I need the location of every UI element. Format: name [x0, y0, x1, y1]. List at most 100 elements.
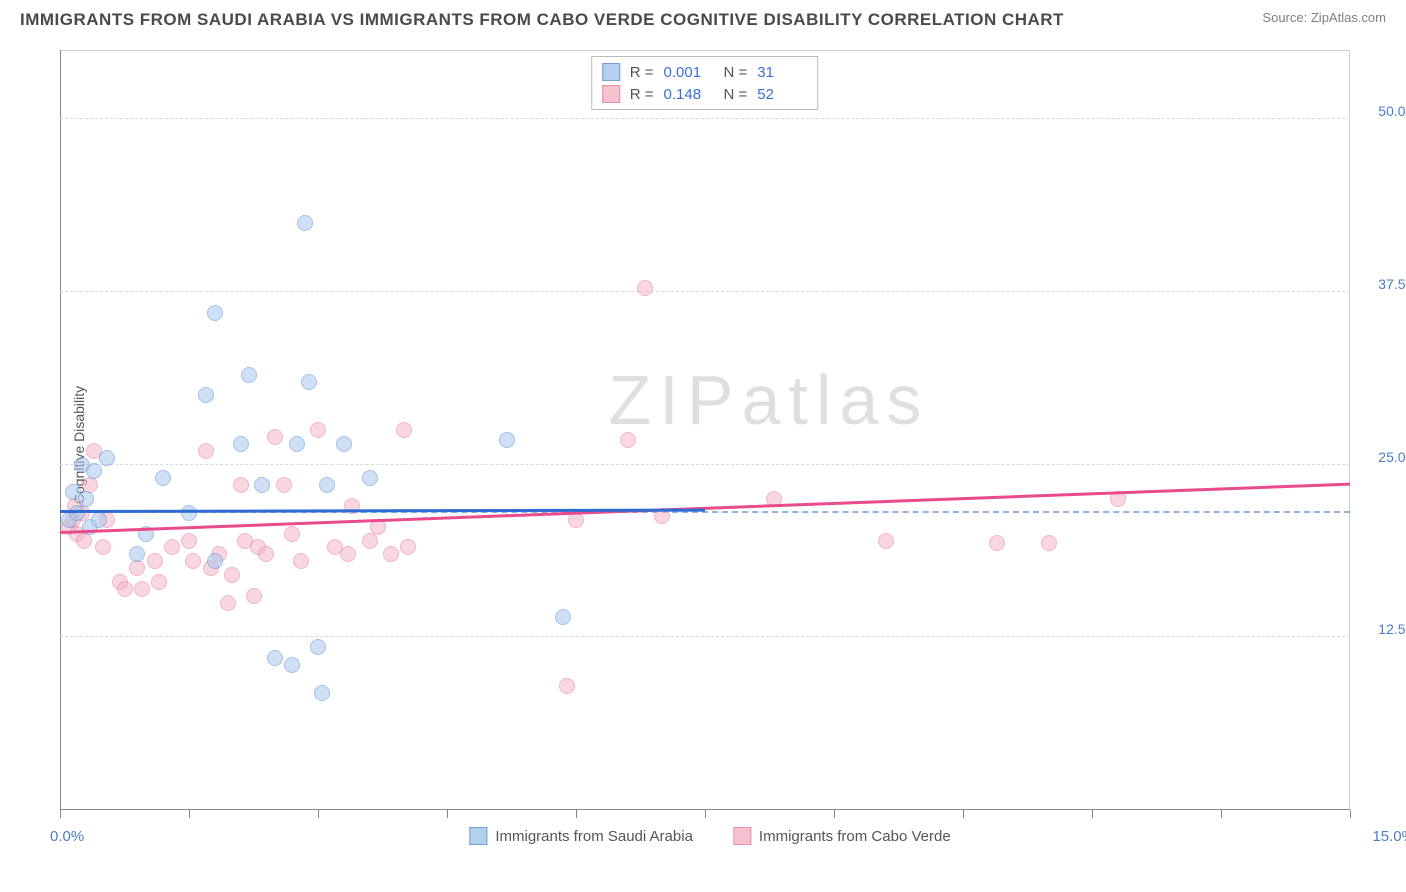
data-point [620, 432, 636, 448]
data-point [336, 436, 352, 452]
data-point [246, 588, 262, 604]
gridline-h [60, 118, 1350, 119]
x-tick [447, 810, 448, 818]
data-point [78, 491, 94, 507]
x-tick [318, 810, 319, 818]
source-label: Source: [1262, 10, 1307, 25]
watermark: ZIPatlas [609, 360, 930, 440]
data-point [293, 553, 309, 569]
data-point [301, 374, 317, 390]
watermark-bold: ZIP [609, 361, 742, 439]
x-tick [834, 810, 835, 818]
x-axis-max-label: 15.0% [1372, 828, 1406, 845]
data-point [233, 477, 249, 493]
legend-stats: R = 0.001 N = 31 R = 0.148 N = 52 [591, 56, 819, 110]
data-point [198, 443, 214, 459]
x-tick [1221, 810, 1222, 818]
x-axis-min-label: 0.0% [50, 828, 84, 845]
data-point [284, 526, 300, 542]
y-tick-label: 50.0% [1378, 103, 1406, 119]
chart-title: IMMIGRANTS FROM SAUDI ARABIA VS IMMIGRAN… [20, 10, 1064, 30]
source-credit: Source: ZipAtlas.com [1262, 10, 1386, 25]
chart-container: Cognitive Disability ZIPatlas R = 0.001 … [50, 50, 1370, 840]
data-point [198, 387, 214, 403]
data-point [319, 477, 335, 493]
data-point [362, 470, 378, 486]
y-tick-label: 12.5% [1378, 621, 1406, 637]
data-point [151, 574, 167, 590]
x-tick [1092, 810, 1093, 818]
data-point [155, 470, 171, 486]
n-label-a: N = [724, 64, 748, 81]
data-point [310, 422, 326, 438]
trend-line [60, 483, 1350, 534]
data-point [95, 539, 111, 555]
data-point [559, 678, 575, 694]
data-point [91, 512, 107, 528]
data-point [284, 657, 300, 673]
data-point [310, 639, 326, 655]
n-value-b: 52 [757, 86, 807, 103]
data-point [396, 422, 412, 438]
data-point [220, 595, 236, 611]
data-point [362, 533, 378, 549]
data-point [289, 436, 305, 452]
x-tick [189, 810, 190, 818]
n-value-a: 31 [757, 64, 807, 81]
swatch-series-b [602, 85, 620, 103]
data-point [134, 581, 150, 597]
data-point [878, 533, 894, 549]
r-value-a: 0.001 [664, 64, 714, 81]
data-point [989, 535, 1005, 551]
swatch-b-icon [733, 827, 751, 845]
data-point [499, 432, 515, 448]
plot-area: ZIPatlas R = 0.001 N = 31 R = 0.148 N = … [60, 50, 1350, 810]
data-point [99, 450, 115, 466]
data-point [233, 436, 249, 452]
data-point [181, 505, 197, 521]
legend-item-b: Immigrants from Cabo Verde [733, 827, 951, 845]
data-point [185, 553, 201, 569]
gridline-h [60, 464, 1350, 465]
n-label-b: N = [724, 86, 748, 103]
data-point [147, 553, 163, 569]
data-point [267, 429, 283, 445]
data-point [555, 609, 571, 625]
header-bar: IMMIGRANTS FROM SAUDI ARABIA VS IMMIGRAN… [0, 0, 1406, 30]
data-point [129, 546, 145, 562]
legend-series: Immigrants from Saudi Arabia Immigrants … [469, 827, 950, 845]
data-point [181, 533, 197, 549]
data-point [207, 305, 223, 321]
x-tick [1350, 810, 1351, 818]
swatch-a-icon [469, 827, 487, 845]
x-tick [963, 810, 964, 818]
data-point [267, 650, 283, 666]
y-tick-label: 25.0% [1378, 449, 1406, 465]
data-point [254, 477, 270, 493]
legend-stats-row-b: R = 0.148 N = 52 [602, 83, 808, 105]
x-tick [576, 810, 577, 818]
data-point [314, 685, 330, 701]
data-point [400, 539, 416, 555]
watermark-light: atlas [741, 361, 929, 439]
data-point [383, 546, 399, 562]
data-point [276, 477, 292, 493]
data-point [637, 280, 653, 296]
y-tick-label: 37.5% [1378, 276, 1406, 292]
data-point [76, 533, 92, 549]
data-point [258, 546, 274, 562]
x-tick [60, 810, 61, 818]
data-point [1041, 535, 1057, 551]
legend-item-a: Immigrants from Saudi Arabia [469, 827, 693, 845]
data-point [164, 539, 180, 555]
data-point [297, 215, 313, 231]
y-axis-line [60, 50, 61, 810]
legend-label-b: Immigrants from Cabo Verde [759, 828, 951, 845]
r-label-a: R = [630, 64, 654, 81]
data-point [224, 567, 240, 583]
data-point [207, 553, 223, 569]
source-link[interactable]: ZipAtlas.com [1311, 10, 1386, 25]
data-point [69, 505, 85, 521]
data-point [340, 546, 356, 562]
data-point [86, 463, 102, 479]
